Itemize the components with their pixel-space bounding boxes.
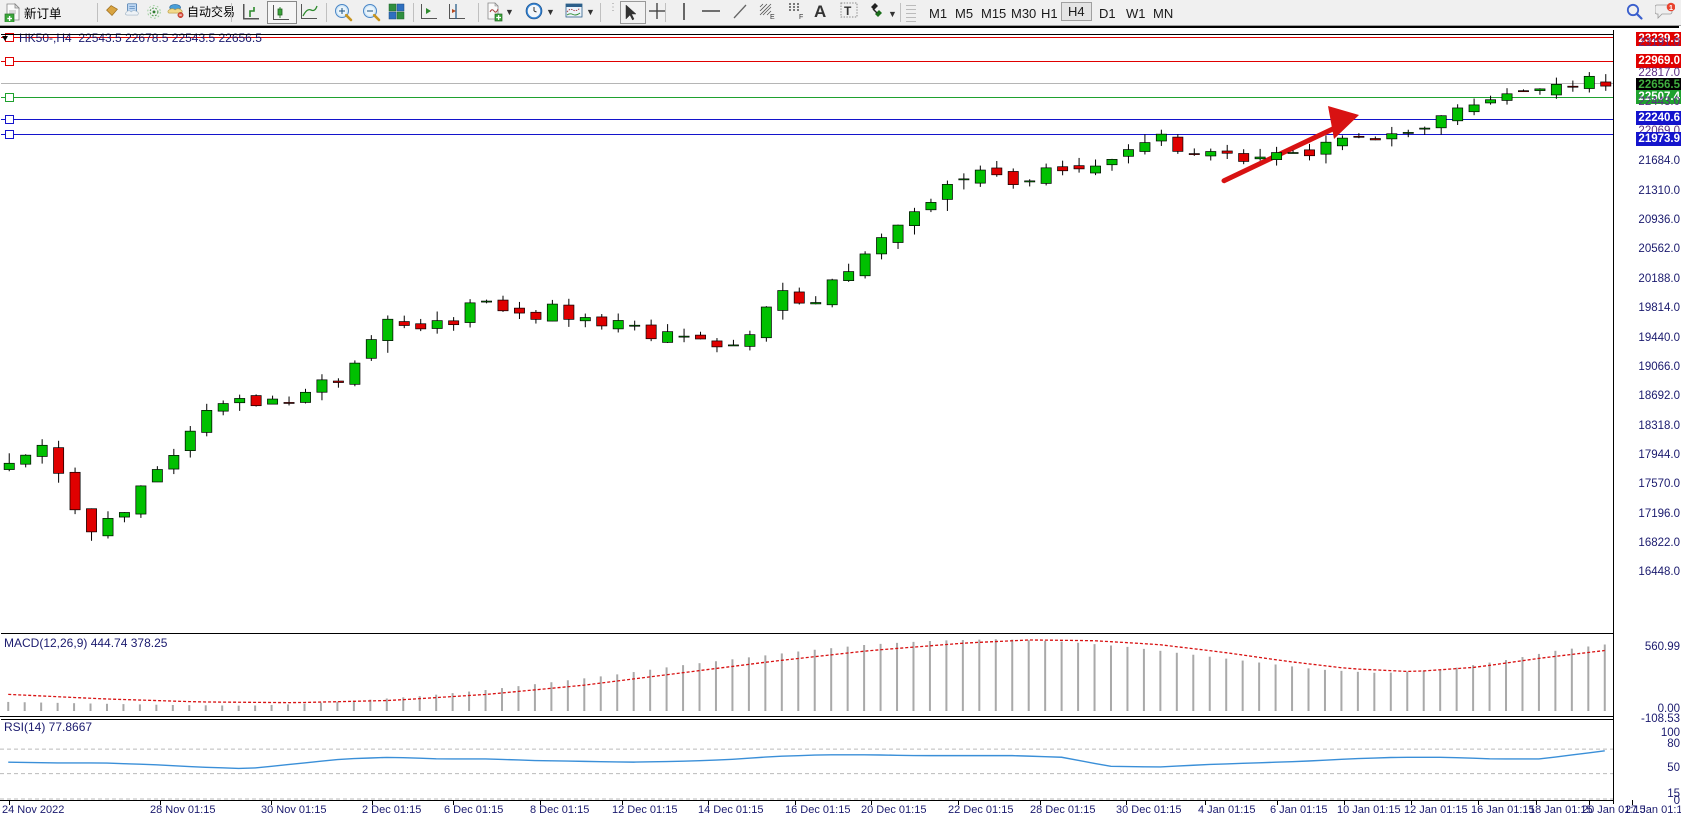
svg-text:E: E bbox=[770, 14, 775, 21]
svg-text:F: F bbox=[799, 14, 803, 21]
svg-text:T: T bbox=[844, 4, 852, 18]
svg-text:1: 1 bbox=[1669, 3, 1673, 12]
